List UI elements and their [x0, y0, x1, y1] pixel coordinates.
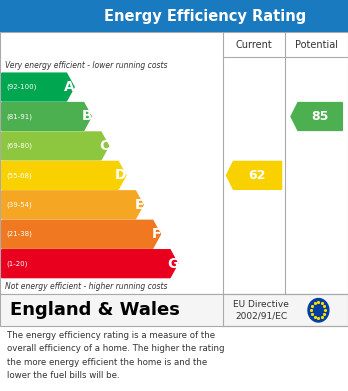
- Text: England & Wales: England & Wales: [10, 301, 180, 319]
- Polygon shape: [2, 73, 74, 101]
- Polygon shape: [2, 132, 109, 160]
- Polygon shape: [2, 250, 178, 278]
- Text: (92-100): (92-100): [6, 84, 36, 90]
- Circle shape: [308, 299, 329, 322]
- Text: 85: 85: [311, 110, 328, 123]
- Text: Very energy efficient - lower running costs: Very energy efficient - lower running co…: [5, 61, 168, 70]
- Bar: [0, 0, 348, 32]
- Text: F: F: [152, 227, 161, 241]
- Text: E: E: [134, 198, 144, 212]
- Polygon shape: [227, 161, 282, 189]
- Text: D: D: [115, 169, 127, 182]
- Polygon shape: [2, 191, 143, 219]
- Polygon shape: [2, 220, 160, 248]
- Text: (55-68): (55-68): [6, 172, 32, 179]
- Text: Energy Efficiency Rating: Energy Efficiency Rating: [104, 9, 307, 23]
- Text: Current: Current: [236, 40, 272, 50]
- Text: C: C: [99, 139, 109, 153]
- Text: A: A: [64, 80, 75, 94]
- Text: (69-80): (69-80): [6, 143, 32, 149]
- Text: G: G: [167, 256, 179, 271]
- Text: Not energy efficient - higher running costs: Not energy efficient - higher running co…: [5, 282, 168, 291]
- Text: (1-20): (1-20): [6, 260, 27, 267]
- Text: (21-38): (21-38): [6, 231, 32, 237]
- Polygon shape: [2, 161, 126, 189]
- Polygon shape: [2, 102, 92, 131]
- Bar: [0, 294, 348, 326]
- Text: (81-91): (81-91): [6, 113, 32, 120]
- Bar: [0, 32, 348, 294]
- Text: EU Directive: EU Directive: [233, 300, 289, 309]
- Text: (39-54): (39-54): [6, 201, 32, 208]
- Text: 2002/91/EC: 2002/91/EC: [235, 312, 287, 321]
- Text: 62: 62: [248, 169, 266, 182]
- Text: The energy efficiency rating is a measure of the
overall efficiency of a home. T: The energy efficiency rating is a measur…: [7, 331, 224, 380]
- Polygon shape: [291, 102, 342, 131]
- Text: B: B: [81, 109, 92, 124]
- Text: Potential: Potential: [295, 40, 338, 50]
